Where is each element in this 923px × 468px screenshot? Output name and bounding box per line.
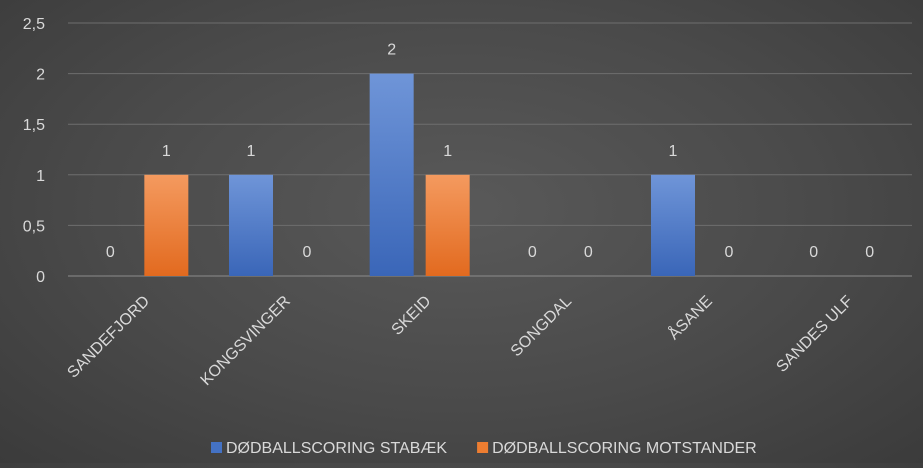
- data-label: 0: [303, 244, 312, 261]
- category-label: SANDEFJORD: [64, 293, 153, 382]
- category-label: SANDES ULF: [773, 293, 856, 376]
- data-label: 1: [669, 143, 678, 160]
- bar-series-2: [144, 174, 189, 276]
- legend-swatch: [477, 442, 489, 453]
- y-tick-label: 2: [36, 67, 45, 84]
- data-label: 0: [528, 244, 537, 261]
- data-label: 2: [387, 42, 396, 59]
- y-tick-label: 0: [36, 269, 45, 286]
- data-label: 0: [584, 244, 593, 261]
- data-label: 0: [725, 244, 734, 261]
- data-label: 1: [247, 143, 256, 160]
- data-labels: 0 1 2 0 1 0 1 0 1 0 0 0: [106, 42, 874, 261]
- y-axis: 0 0,5 1 1,5 2 2,5: [23, 16, 45, 286]
- data-label: 1: [162, 143, 171, 160]
- bar-series-1: [369, 73, 414, 276]
- y-tick-label: 1: [36, 168, 45, 185]
- y-tick-label: 0,5: [23, 218, 45, 235]
- legend-label: DØDBALLSCORING MOTSTANDER: [492, 440, 757, 457]
- data-label: 0: [809, 244, 818, 261]
- category-label: ÅSANE: [664, 291, 716, 343]
- legend-swatch: [211, 442, 222, 453]
- x-axis: SANDEFJORD KONGSVINGER SKEID SONGDAL ÅSANE SA…: [64, 291, 856, 389]
- y-tick-label: 2,5: [23, 16, 45, 33]
- bars: [144, 73, 695, 276]
- legend-label: DØDBALLSCORING STABÆK: [226, 440, 447, 457]
- category-label: SKEID: [389, 293, 435, 339]
- category-label: SONGDAL: [508, 293, 575, 360]
- bar-series-2: [425, 174, 470, 276]
- bar-series-1: [651, 174, 695, 276]
- data-label: 0: [106, 244, 115, 261]
- bar-series-1: [229, 174, 273, 276]
- y-tick-label: 1,5: [23, 117, 45, 134]
- data-label: 0: [865, 244, 874, 261]
- category-label: KONGSVINGER: [198, 293, 294, 389]
- gridlines: [68, 22, 912, 277]
- legend: DØDBALLSCORING STABÆK DØDBALLSCORING MOTS…: [211, 440, 757, 457]
- data-label: 1: [443, 143, 452, 160]
